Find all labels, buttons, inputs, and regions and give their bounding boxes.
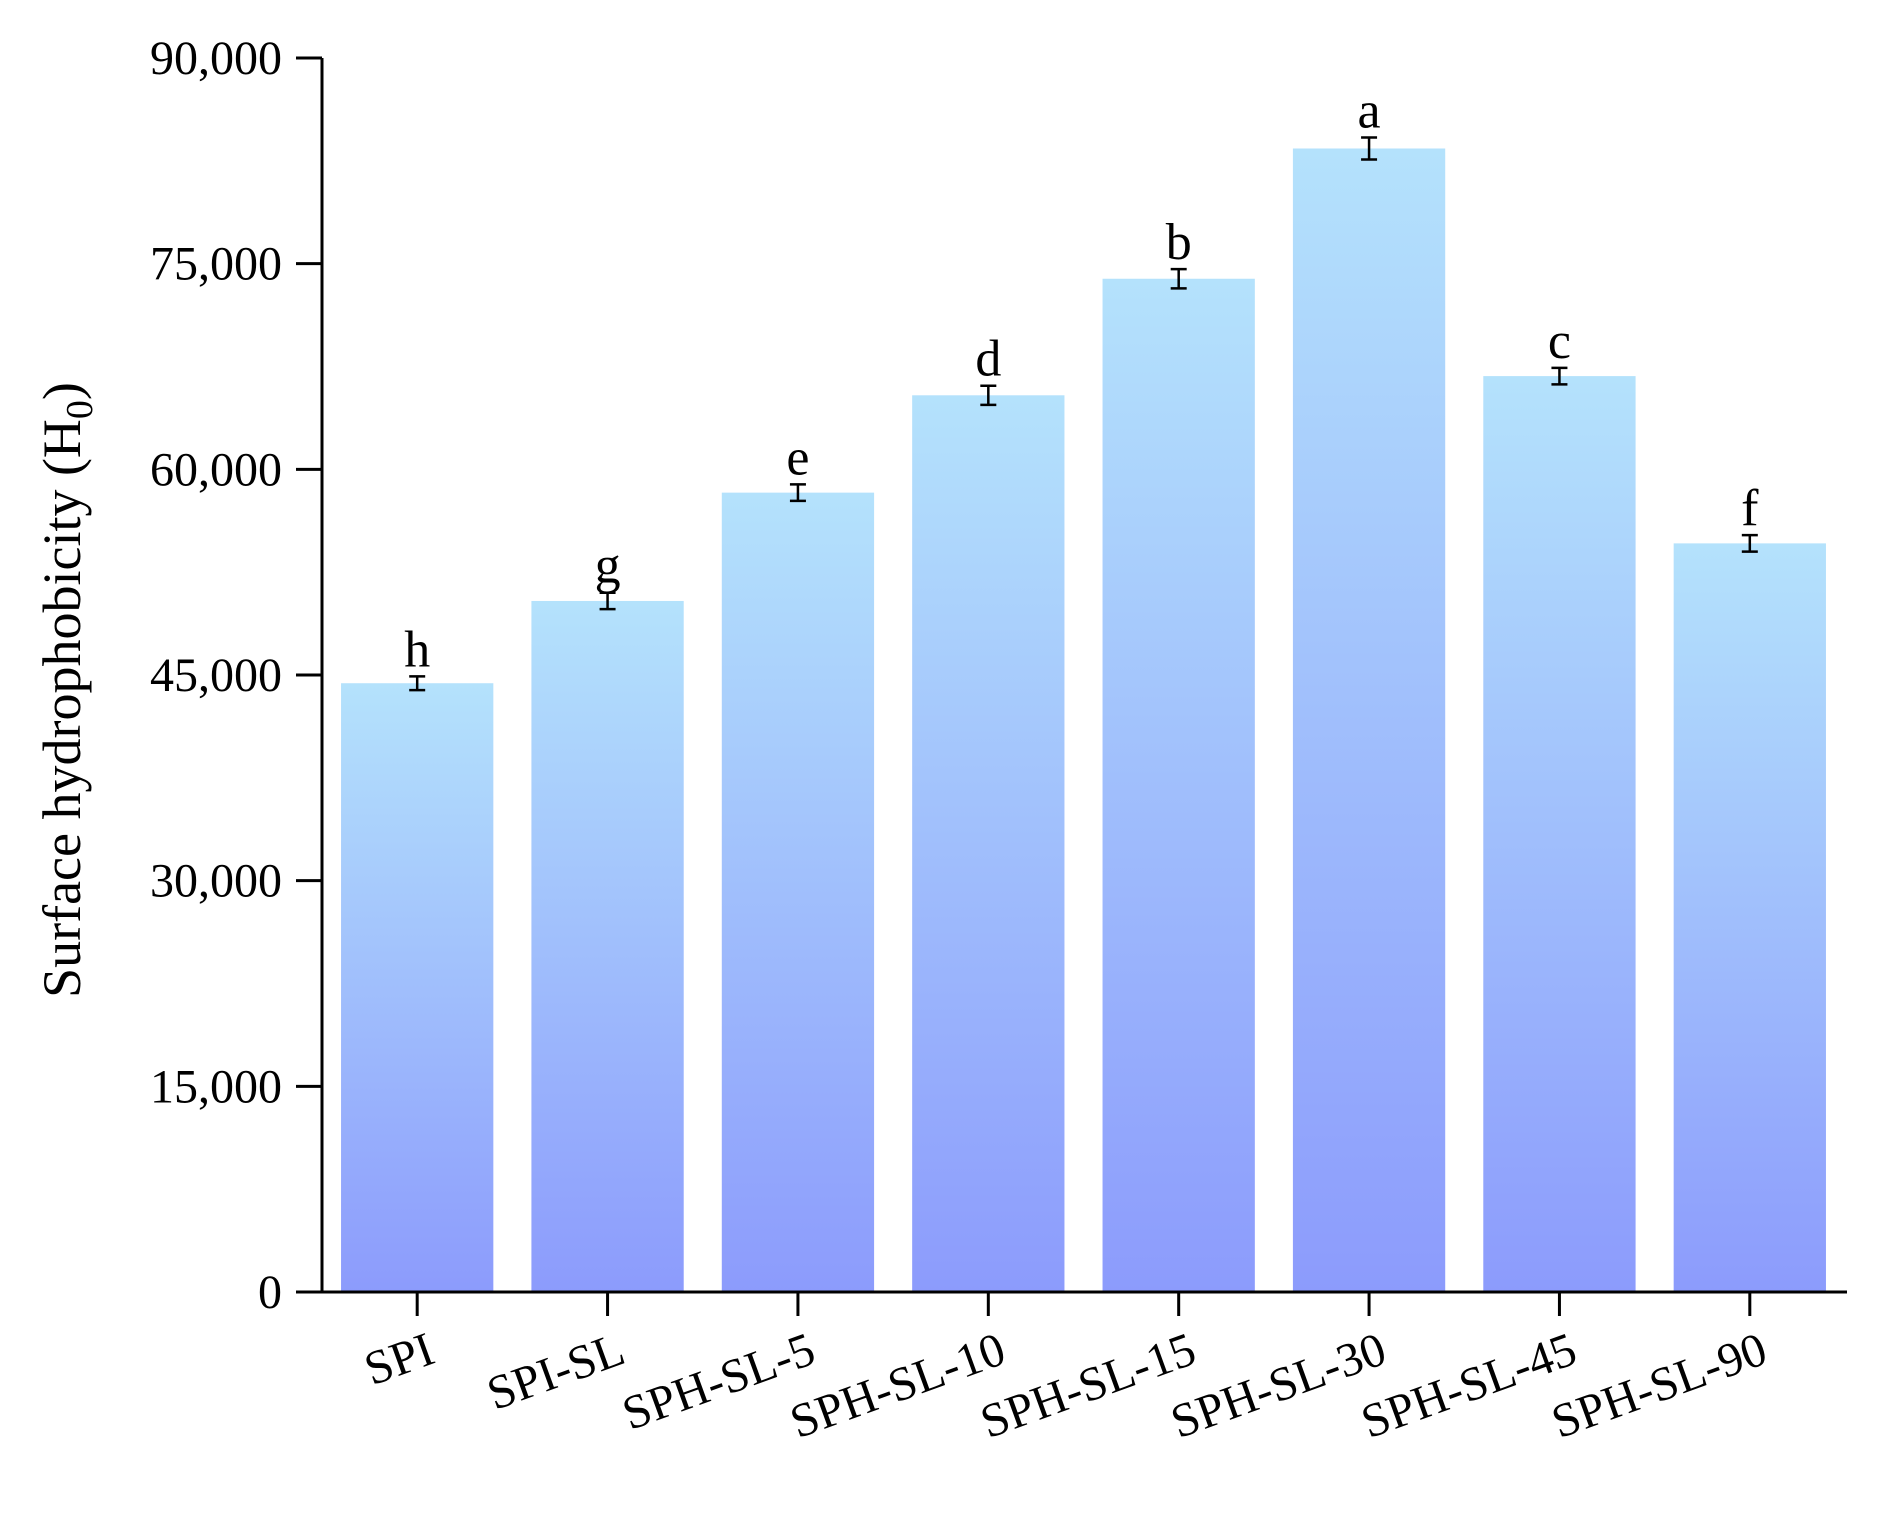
x-axis-ticks: SPI SPI-SLSPH-SL-5SPH-SL-10SPH-SL-15SPH-S… xyxy=(358,1292,1774,1449)
x-category-label: SPH-SL-45 xyxy=(1355,1323,1584,1449)
bar xyxy=(721,492,875,1292)
significance-letter: e xyxy=(786,429,809,486)
x-category-label: SPH-SL-10 xyxy=(783,1323,1012,1449)
x-category-label: SPH-SL-15 xyxy=(974,1323,1203,1449)
y-tick-label: 90,000 xyxy=(150,32,282,85)
y-tick-label: 0 xyxy=(258,1266,282,1319)
significance-letters: h g e d b a c f xyxy=(404,83,1759,679)
y-axis-title-suffix: ) xyxy=(32,382,92,400)
significance-letter: b xyxy=(1166,214,1192,271)
x-category-label: SPH-SL-90 xyxy=(1545,1323,1774,1449)
significance-letter: d xyxy=(975,331,1001,388)
y-axis-ticks: 0 15,000 30,000 45,000 60,000 75,000 90,000 xyxy=(150,32,322,1319)
bars xyxy=(341,148,1826,1293)
bar xyxy=(912,395,1065,1292)
bar xyxy=(1673,543,1826,1292)
significance-letter: f xyxy=(1741,480,1759,537)
bar xyxy=(531,600,684,1292)
x-category-label: SPI xyxy=(358,1323,441,1397)
bar xyxy=(341,683,494,1292)
y-tick-label: 15,000 xyxy=(150,1060,282,1113)
significance-letter: c xyxy=(1548,313,1571,370)
significance-letter: h xyxy=(404,621,430,678)
bar xyxy=(1483,376,1636,1292)
y-tick-label: 60,000 xyxy=(150,443,282,496)
x-category-label: SPI-SL xyxy=(480,1323,631,1421)
significance-letter: g xyxy=(595,538,621,595)
y-axis-title: Surface hydrophobicity (H0) xyxy=(32,382,101,998)
bar xyxy=(1102,278,1255,1292)
significance-letter: a xyxy=(1358,83,1381,140)
y-tick-label: 30,000 xyxy=(150,855,282,908)
bar xyxy=(1292,148,1446,1293)
y-tick-label: 75,000 xyxy=(150,238,282,291)
error-bars xyxy=(409,136,1758,692)
x-category-label: SPH-SL-30 xyxy=(1164,1323,1393,1449)
y-axis-title-subscript: 0 xyxy=(59,400,101,419)
y-tick-label: 45,000 xyxy=(150,649,282,702)
y-axis-title-main: Surface hydrophobicity (H xyxy=(32,419,92,998)
x-category-label: SPH-SL-5 xyxy=(616,1323,822,1441)
